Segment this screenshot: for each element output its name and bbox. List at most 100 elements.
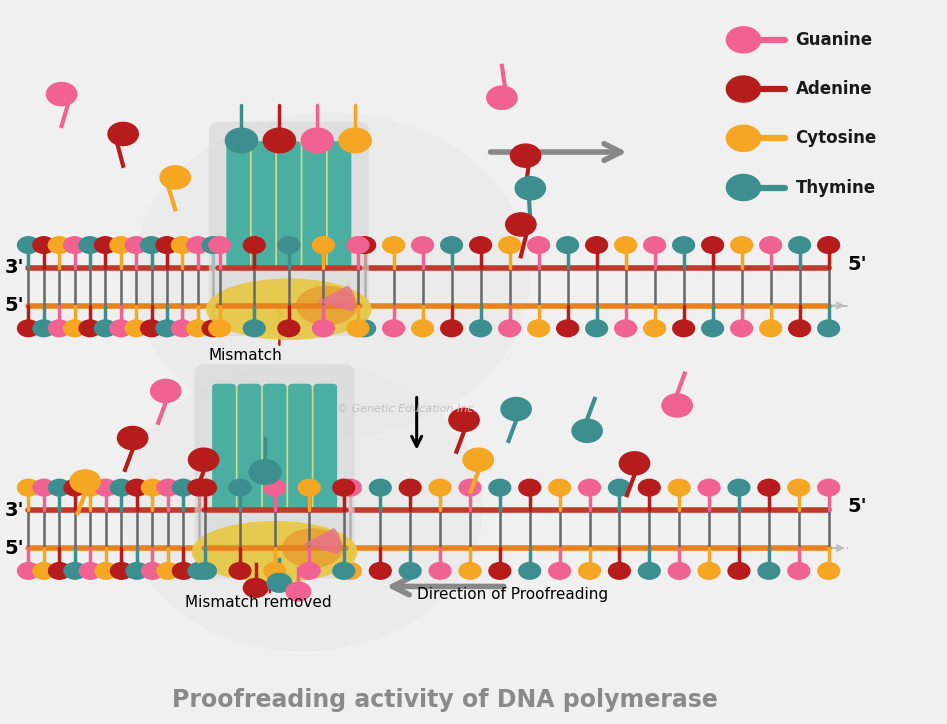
FancyBboxPatch shape	[226, 141, 250, 268]
FancyBboxPatch shape	[313, 384, 337, 510]
Circle shape	[615, 320, 636, 337]
Circle shape	[489, 479, 510, 496]
Circle shape	[125, 237, 147, 253]
Circle shape	[572, 419, 602, 442]
Circle shape	[429, 479, 451, 496]
Circle shape	[17, 237, 40, 253]
Circle shape	[64, 563, 86, 579]
Circle shape	[644, 237, 666, 253]
Circle shape	[609, 479, 631, 496]
Text: Direction of Proofreading: Direction of Proofreading	[417, 587, 608, 602]
Circle shape	[141, 479, 163, 496]
Circle shape	[579, 479, 600, 496]
Circle shape	[548, 479, 570, 496]
Circle shape	[249, 460, 281, 484]
Circle shape	[487, 86, 517, 109]
Circle shape	[459, 479, 481, 496]
Ellipse shape	[133, 112, 530, 438]
Circle shape	[298, 563, 320, 579]
Circle shape	[195, 563, 216, 579]
Circle shape	[440, 237, 462, 253]
FancyBboxPatch shape	[328, 141, 351, 268]
Circle shape	[63, 237, 85, 253]
Circle shape	[510, 144, 541, 167]
Circle shape	[157, 563, 179, 579]
Circle shape	[263, 479, 285, 496]
Text: Proofreading activity of DNA polymerase: Proofreading activity of DNA polymerase	[172, 688, 718, 712]
Circle shape	[506, 213, 536, 236]
Circle shape	[156, 320, 178, 337]
Circle shape	[286, 582, 311, 601]
Text: Mismatch removed: Mismatch removed	[185, 595, 331, 610]
Circle shape	[470, 237, 491, 253]
Circle shape	[817, 563, 840, 579]
Circle shape	[110, 237, 132, 253]
Circle shape	[527, 237, 549, 253]
Circle shape	[638, 563, 660, 579]
Circle shape	[369, 479, 391, 496]
Text: 5': 5'	[5, 539, 25, 557]
Circle shape	[817, 479, 840, 496]
Circle shape	[698, 563, 720, 579]
Circle shape	[557, 320, 579, 337]
Circle shape	[171, 237, 193, 253]
Circle shape	[187, 237, 208, 253]
Circle shape	[140, 320, 162, 337]
FancyBboxPatch shape	[208, 122, 368, 336]
Ellipse shape	[281, 529, 343, 568]
Circle shape	[298, 479, 320, 496]
Circle shape	[499, 320, 521, 337]
Circle shape	[95, 479, 116, 496]
Circle shape	[817, 320, 840, 337]
Circle shape	[46, 83, 77, 106]
Circle shape	[208, 320, 231, 337]
FancyBboxPatch shape	[288, 384, 312, 510]
Circle shape	[278, 237, 299, 253]
Circle shape	[267, 573, 292, 592]
Circle shape	[243, 237, 265, 253]
Circle shape	[70, 470, 100, 493]
Circle shape	[501, 397, 531, 421]
Circle shape	[160, 166, 190, 189]
Circle shape	[519, 563, 541, 579]
Circle shape	[126, 479, 148, 496]
Circle shape	[172, 563, 194, 579]
Circle shape	[354, 237, 375, 253]
Circle shape	[615, 237, 636, 253]
Circle shape	[669, 563, 690, 579]
Circle shape	[80, 479, 101, 496]
Circle shape	[672, 320, 694, 337]
FancyBboxPatch shape	[195, 364, 354, 578]
Circle shape	[759, 237, 781, 253]
Text: 3': 3'	[5, 501, 25, 520]
Circle shape	[726, 125, 760, 151]
Circle shape	[412, 320, 434, 337]
Circle shape	[33, 479, 55, 496]
Ellipse shape	[295, 286, 358, 326]
Circle shape	[463, 448, 493, 471]
Circle shape	[48, 563, 70, 579]
Circle shape	[126, 563, 148, 579]
Circle shape	[412, 237, 434, 253]
Circle shape	[125, 320, 147, 337]
Circle shape	[758, 563, 779, 579]
FancyBboxPatch shape	[212, 384, 236, 510]
Circle shape	[619, 452, 650, 475]
Text: 3': 3'	[5, 258, 25, 277]
Circle shape	[586, 320, 608, 337]
Circle shape	[440, 320, 462, 337]
Circle shape	[759, 320, 781, 337]
Circle shape	[33, 237, 55, 253]
Circle shape	[151, 379, 181, 403]
Circle shape	[243, 578, 268, 597]
Circle shape	[527, 320, 549, 337]
FancyBboxPatch shape	[238, 384, 261, 510]
Circle shape	[515, 177, 545, 200]
Wedge shape	[303, 528, 341, 555]
Circle shape	[731, 237, 753, 253]
Circle shape	[80, 563, 101, 579]
Circle shape	[758, 479, 779, 496]
Circle shape	[548, 563, 570, 579]
Circle shape	[79, 320, 100, 337]
Circle shape	[95, 237, 116, 253]
